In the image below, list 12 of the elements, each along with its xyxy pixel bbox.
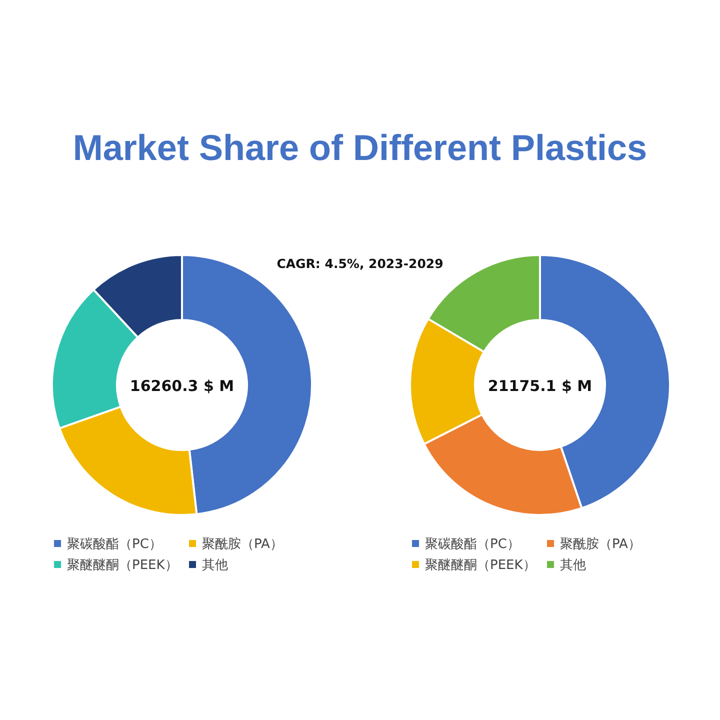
legend-label: 聚酰胺（PA） bbox=[202, 537, 283, 552]
text: 16260.3 $ M bbox=[130, 377, 234, 395]
text: CAGR: 4.5%, 2023-2029 bbox=[276, 256, 444, 271]
text: 21175.1 $ M bbox=[488, 377, 592, 395]
legend-label: 其他 bbox=[202, 558, 228, 573]
legend-label: 其他 bbox=[560, 558, 586, 573]
legend-label: 聚醚醚酮（PEEK） bbox=[67, 558, 178, 573]
legend-label: 聚酰胺（PA） bbox=[560, 537, 641, 552]
legend-label: 聚醚醚酮（PEEK） bbox=[425, 558, 536, 573]
legend-label: 聚碳酸酯（PC） bbox=[425, 537, 520, 552]
chart-title: Market Share of Different Plastics bbox=[72, 127, 648, 168]
legend-label: 聚碳酸酯（PC） bbox=[67, 537, 162, 552]
